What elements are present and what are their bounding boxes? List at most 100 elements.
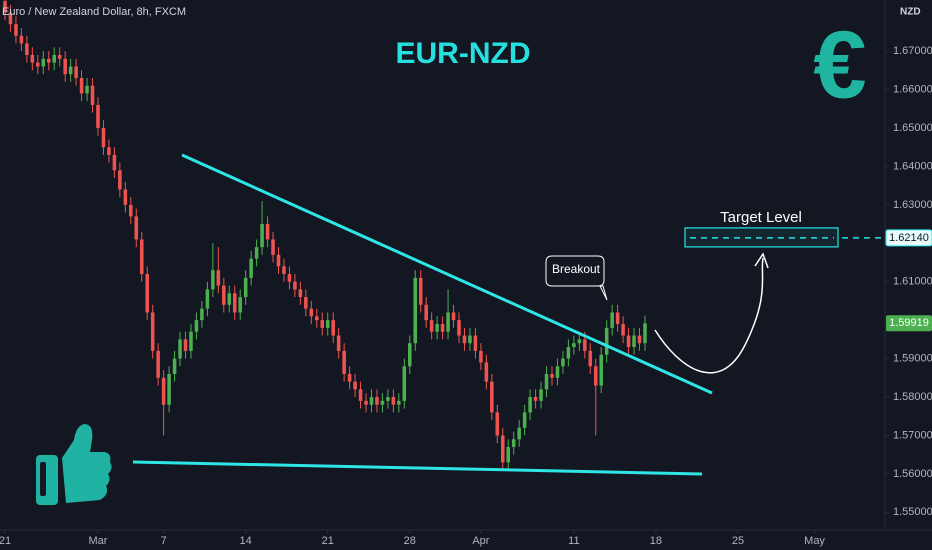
- candle-body: [63, 58, 67, 75]
- candle-body: [424, 304, 428, 321]
- y-tick-label: 1.59000: [893, 352, 932, 364]
- candle-body: [610, 312, 614, 328]
- candle-body: [145, 274, 149, 313]
- candle-body: [621, 323, 625, 336]
- candle-body: [85, 85, 89, 94]
- x-tick-label: 11: [568, 535, 579, 547]
- candle-body: [522, 412, 527, 428]
- target-price-label: 1.62140: [889, 232, 929, 244]
- candle-body: [643, 323, 647, 344]
- candle-body: [96, 104, 100, 128]
- candle-body: [232, 293, 237, 313]
- candle-body: [588, 350, 593, 367]
- candle-body: [479, 350, 483, 363]
- target-label: Target Level: [720, 209, 802, 226]
- candle-body: [293, 281, 297, 290]
- candle-body: [490, 381, 494, 413]
- candle-body: [8, 12, 13, 25]
- candle-body: [615, 312, 620, 324]
- x-tick-label: 21: [0, 535, 11, 547]
- x-tick-label: 7: [161, 535, 167, 547]
- candle-body: [304, 297, 308, 309]
- candle-body: [577, 339, 582, 344]
- candle-body: [222, 285, 226, 305]
- candle-body: [30, 54, 35, 63]
- candle-body: [3, 1, 7, 13]
- candle-body: [353, 381, 357, 390]
- candle-body: [211, 270, 215, 290]
- candle-body: [331, 320, 335, 336]
- candle-body: [637, 335, 642, 344]
- candle-body: [380, 400, 385, 405]
- candle-body: [25, 43, 29, 55]
- candle-body: [19, 35, 24, 44]
- candle-body: [194, 320, 199, 332]
- candle-body: [205, 289, 210, 309]
- candle-body: [473, 335, 478, 351]
- chart-title: EUR-NZD: [396, 37, 531, 70]
- candle-body: [320, 320, 325, 328]
- candle-body: [369, 397, 374, 405]
- y-tick-label: 1.66000: [893, 83, 932, 95]
- candle-body: [90, 85, 95, 105]
- candle-body: [36, 62, 40, 67]
- arrow-head: [754, 252, 769, 269]
- y-tick-label: 1.63000: [893, 199, 932, 211]
- candle-body: [336, 335, 341, 351]
- candle-body: [271, 239, 275, 255]
- candle-body: [167, 373, 171, 405]
- candle-body: [347, 373, 352, 382]
- candle-body: [386, 397, 390, 401]
- candle-body: [107, 147, 111, 155]
- projection-arrow: [654, 257, 764, 374]
- candle-body: [593, 366, 598, 386]
- candle-body: [79, 78, 84, 94]
- candle-body: [254, 247, 259, 259]
- candle-body: [484, 362, 489, 382]
- candle-body: [161, 377, 166, 405]
- candle-body: [604, 327, 609, 355]
- candle-body: [517, 427, 521, 440]
- candle-body: [462, 335, 467, 344]
- candle-body: [14, 24, 18, 36]
- candle-body: [528, 397, 532, 413]
- x-tick-label: Apr: [472, 535, 489, 547]
- candle-body: [46, 58, 51, 63]
- target-group: 1.62140: [684, 227, 932, 248]
- candle-body: [101, 127, 106, 148]
- currency-label: NZD: [900, 7, 921, 18]
- candle-body: [309, 308, 314, 317]
- candle-body: [57, 54, 62, 59]
- candle-body: [566, 347, 571, 359]
- y-tick-label: 1.55000: [893, 506, 932, 518]
- breakout-callout: [545, 255, 608, 301]
- candle-body: [150, 312, 155, 351]
- candle-body: [626, 335, 631, 348]
- candle-body: [375, 397, 379, 405]
- candle-body: [364, 400, 368, 405]
- candle-body: [407, 343, 412, 367]
- candle-body: [342, 350, 346, 374]
- candle-body: [243, 277, 248, 298]
- candle-body: [265, 224, 270, 240]
- candle-body: [468, 335, 472, 344]
- y-tick-label: 1.61000: [893, 276, 932, 288]
- candle-body: [495, 412, 500, 436]
- symbol-header: Euro / New Zealand Dollar, 8h, FXCM: [2, 6, 186, 18]
- candle-body: [555, 366, 560, 378]
- candle-body: [550, 373, 554, 378]
- candle-body: [172, 358, 177, 374]
- candle-body: [41, 58, 46, 67]
- candle-body: [134, 216, 139, 240]
- candle-body: [418, 277, 423, 305]
- candle-body: [260, 224, 264, 248]
- candle-body: [435, 323, 439, 332]
- candle-body: [118, 170, 122, 190]
- candle-body: [216, 270, 221, 286]
- lower-trendline: [132, 460, 703, 476]
- candle-body: [544, 373, 549, 390]
- y-tick-label: 1.57000: [893, 429, 932, 441]
- x-tick-label: 14: [240, 535, 252, 547]
